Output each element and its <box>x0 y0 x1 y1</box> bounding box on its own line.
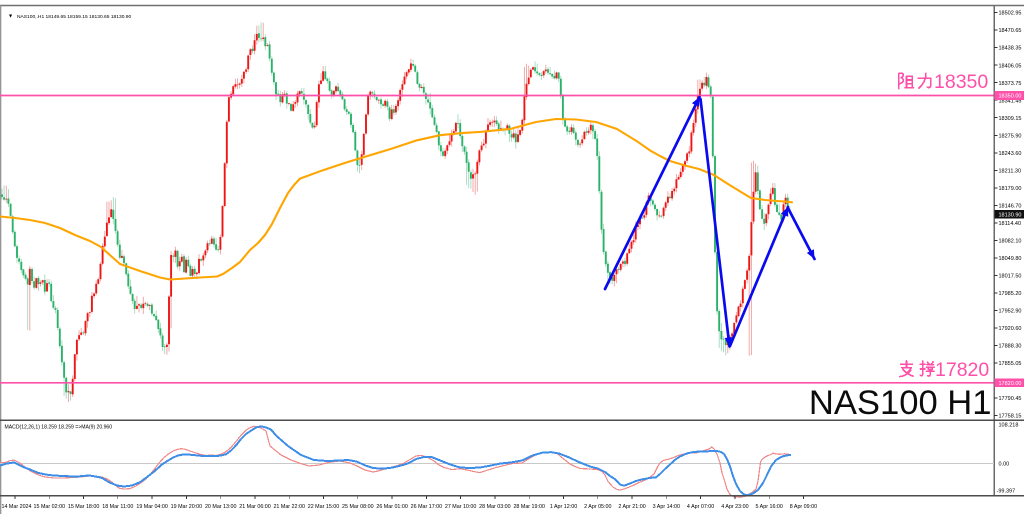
svg-text:8 Apr 09:00: 8 Apr 09:00 <box>790 504 817 510</box>
svg-text:18350.00: 18350.00 <box>999 94 1022 100</box>
svg-text:NAS100,.H1 18149.65 18159.15: NAS100,.H1 18149.65 18159.15 18130.65 18… <box>17 14 131 20</box>
svg-text:▼: ▼ <box>8 14 13 20</box>
svg-text:NAS100 H1: NAS100 H1 <box>809 384 992 422</box>
svg-text:4 Apr 07:00: 4 Apr 07:00 <box>687 504 714 510</box>
svg-text:5 Apr 16:00: 5 Apr 16:00 <box>756 504 783 510</box>
svg-text:18502.95: 18502.95 <box>999 11 1022 17</box>
svg-text:18179.00: 18179.00 <box>999 186 1022 192</box>
svg-text:18146.70: 18146.70 <box>999 204 1022 210</box>
svg-text:17820: 17820 <box>935 359 989 381</box>
svg-text:19 Mar 04:00: 19 Mar 04:00 <box>136 504 168 510</box>
svg-text:14 Mar 2024: 14 Mar 2024 <box>2 504 32 510</box>
svg-text:15 Mar 18:00: 15 Mar 18:00 <box>68 504 100 510</box>
svg-text:25 Mar 08:00: 25 Mar 08:00 <box>342 504 374 510</box>
svg-text:108.218: 108.218 <box>999 423 1019 429</box>
svg-text:2 Apr 05:00: 2 Apr 05:00 <box>584 504 611 510</box>
svg-text:27 Mar 10:00: 27 Mar 10:00 <box>445 504 477 510</box>
svg-text:18 Mar 11:00: 18 Mar 11:00 <box>102 504 133 510</box>
svg-text:18211.30: 18211.30 <box>999 169 1022 175</box>
svg-text:28 Mar 19:00: 28 Mar 19:00 <box>513 504 545 510</box>
svg-text:15 Mar 02:00: 15 Mar 02:00 <box>34 504 66 510</box>
svg-text:18470.65: 18470.65 <box>999 28 1022 34</box>
svg-text:18309.15: 18309.15 <box>999 116 1022 122</box>
svg-text:18350: 18350 <box>934 71 988 93</box>
svg-text:17920.60: 17920.60 <box>999 326 1022 332</box>
svg-text:17820.00: 17820.00 <box>999 381 1022 387</box>
svg-text:18373.75: 18373.75 <box>999 81 1022 87</box>
svg-text:2 Apr 21:00: 2 Apr 21:00 <box>618 504 645 510</box>
svg-text:21 Mar 22:00: 21 Mar 22:00 <box>273 504 305 510</box>
svg-text:17985.20: 17985.20 <box>999 291 1022 297</box>
svg-text:18438.35: 18438.35 <box>999 46 1022 52</box>
svg-text:18243.60: 18243.60 <box>999 151 1022 157</box>
svg-text:18082.10: 18082.10 <box>999 239 1022 245</box>
svg-text:17758.15: 17758.15 <box>999 414 1022 420</box>
svg-text:26 Mar 17:00: 26 Mar 17:00 <box>411 504 443 510</box>
svg-text:20 Mar 13:00: 20 Mar 13:00 <box>205 504 237 510</box>
svg-text:26 Mar 01:00: 26 Mar 01:00 <box>376 504 408 510</box>
svg-text:18406.05: 18406.05 <box>999 63 1022 69</box>
svg-text:18341.45: 18341.45 <box>999 98 1022 104</box>
svg-text:0.00: 0.00 <box>999 462 1010 468</box>
svg-text:-99.397: -99.397 <box>997 489 1016 495</box>
svg-text:18275.90: 18275.90 <box>999 134 1022 140</box>
svg-text:19 Mar 20:00: 19 Mar 20:00 <box>171 504 203 510</box>
svg-text:18017.50: 18017.50 <box>999 274 1022 280</box>
svg-text:17952.90: 17952.90 <box>999 309 1022 315</box>
svg-text:4 Apr 23:00: 4 Apr 23:00 <box>721 504 748 510</box>
svg-text:1 Apr 12:00: 1 Apr 12:00 <box>550 504 577 510</box>
svg-text:MACD(12,26,1) 18.259 18.259 =: MACD(12,26,1) 18.259 18.259 =>MA(9) 20.9… <box>5 425 113 431</box>
svg-text:3 Apr 14:00: 3 Apr 14:00 <box>653 504 680 510</box>
svg-text:18114.40: 18114.40 <box>999 221 1022 227</box>
svg-text:18049.80: 18049.80 <box>999 256 1022 262</box>
svg-text:17790.45: 17790.45 <box>999 396 1022 402</box>
svg-text:17855.05: 17855.05 <box>999 361 1022 367</box>
svg-text:21 Mar 06:00: 21 Mar 06:00 <box>239 504 271 510</box>
svg-text:18130.90: 18130.90 <box>999 213 1022 219</box>
svg-text:22 Mar 15:00: 22 Mar 15:00 <box>308 504 340 510</box>
svg-text:17888.30: 17888.30 <box>999 344 1022 350</box>
svg-text:28 Mar 03:00: 28 Mar 03:00 <box>479 504 511 510</box>
